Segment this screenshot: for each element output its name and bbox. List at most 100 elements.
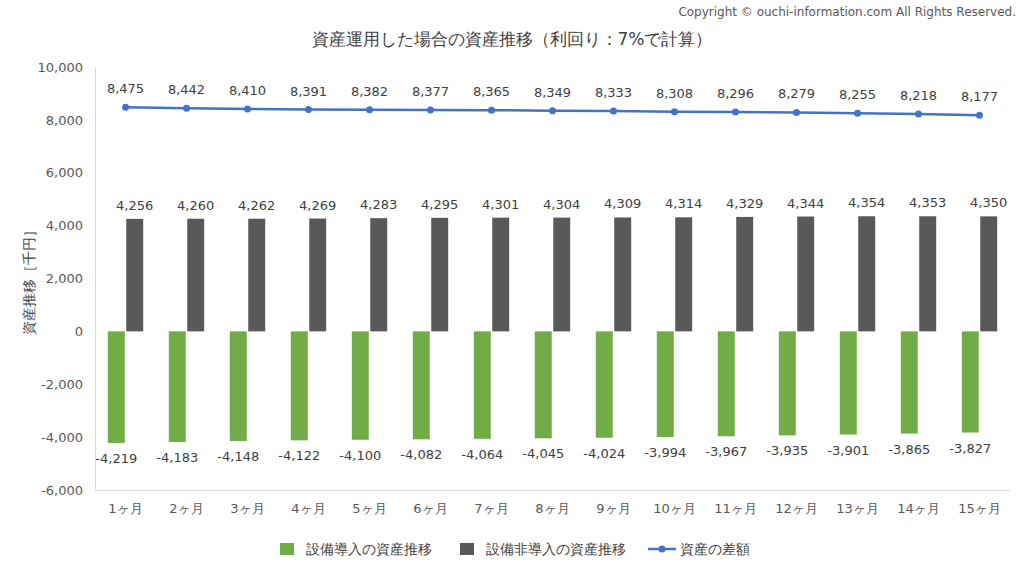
marker [305,106,312,113]
data-label: 8,365 [473,84,510,99]
bar [980,216,997,331]
x-tick: 9ヶ月 [596,490,630,516]
y-tick-label: 2,000 [46,271,83,286]
x-tick-label: 11ヶ月 [714,501,757,516]
x-axis: 1ヶ月2ヶ月3ヶ月4ヶ月5ヶ月6ヶ月7ヶ月8ヶ月9ヶ月10ヶ月11ヶ月12ヶ月1… [96,490,1011,516]
y-tick-label: 4,000 [46,218,83,233]
y-tick: 6,000 [46,165,95,180]
data-label: 8,177 [961,89,998,104]
data-label: -4,148 [217,449,259,464]
legend-label: 設備導入の資産推移 [306,541,432,557]
bar-series [108,331,979,443]
bar [291,331,308,440]
x-tick-label: 5ヶ月 [352,501,386,516]
annotation: Copyright © ouchi-information.com All Ri… [678,5,1016,19]
y-tick-label: 10,000 [38,60,84,75]
marker [244,106,251,113]
x-tick-label: 7ヶ月 [474,501,508,516]
x-tick-label: 13ヶ月 [836,501,879,516]
x-tick: 1ヶ月 [108,490,142,516]
bar [675,217,692,331]
data-label: 8,296 [717,86,754,101]
bar [718,331,735,436]
marker [976,112,983,119]
y-tick-label: -6,000 [41,483,83,498]
bar [352,331,369,439]
data-label: 8,475 [107,81,144,96]
x-tick: 10ヶ月 [653,490,696,516]
data-label: 4,262 [238,198,275,213]
data-label: 8,218 [900,88,937,103]
bar [535,331,552,438]
data-label: 4,283 [360,197,397,212]
data-label: 8,377 [412,84,449,99]
x-tick-label: 2ヶ月 [169,501,203,516]
bar [248,219,265,332]
line [126,107,980,115]
marker [183,105,190,112]
data-label: 4,301 [482,197,519,212]
x-tick: 7ヶ月 [474,490,508,516]
bar [370,218,387,331]
data-labels: -4,219-4,183-4,148-4,122-4,100-4,082-4,0… [95,81,1007,466]
data-label: -3,827 [949,441,991,456]
x-tick: 5ヶ月 [352,490,386,516]
legend: 設備導入の資産推移設備非導入の資産推移資産の差額 [280,541,750,557]
data-label: -4,100 [339,448,381,463]
marker [610,108,617,115]
bar [779,331,796,435]
x-tick-label: 12ヶ月 [775,501,818,516]
bar [413,331,430,439]
x-tick-label: 14ヶ月 [897,501,940,516]
x-tick: 4ヶ月 [291,490,325,516]
data-label: -3,865 [888,442,930,457]
data-label: 4,304 [543,197,580,212]
marker [854,110,861,117]
y-axis: -6,000-4,000-2,00002,0004,0006,0008,0001… [38,60,96,498]
data-label: -4,183 [156,450,198,465]
x-tick-label: 8ヶ月 [535,501,569,516]
y-tick: 8,000 [46,113,95,128]
data-label: -4,219 [95,451,137,466]
y-tick: -4,000 [41,430,95,445]
bar [901,331,918,433]
y-tick-label: 6,000 [46,165,83,180]
data-label: 4,354 [848,195,885,210]
data-label: 4,260 [177,198,214,213]
legend-item: 設備導入の資産推移 [280,541,432,557]
x-tick-label: 9ヶ月 [596,501,630,516]
bar [840,331,857,434]
data-label: 8,382 [351,84,388,99]
x-tick: 14ヶ月 [897,490,940,516]
bar [962,331,979,432]
data-label: 4,350 [970,195,1007,210]
bar [797,217,814,332]
marker [671,108,678,115]
x-tick: 2ヶ月 [169,490,203,516]
legend-swatch [460,543,474,555]
data-label: 8,391 [290,84,327,99]
y-tick: 4,000 [46,218,95,233]
data-label: 8,442 [168,82,205,97]
title: 資産運用した場合の資産推移（利回り：7%で計算） [312,29,713,49]
legend-item: 設備非導入の資産推移 [460,541,626,557]
bar [614,217,631,331]
data-label: -3,935 [766,443,808,458]
chart: Copyright © ouchi-information.com All Ri… [0,0,1024,575]
data-label: 4,329 [726,196,763,211]
y-tick: 10,000 [38,60,96,75]
bar-series [126,216,997,331]
bar [431,218,448,332]
data-label: 4,344 [787,196,824,211]
y-axis-title: 資産推移［千円］ [21,223,37,335]
data-label: 4,295 [421,197,458,212]
bar [919,216,936,331]
y-tick: -6,000 [41,483,95,498]
x-tick: 8ヶ月 [535,490,569,516]
x-tick: 6ヶ月 [413,490,447,516]
x-tick-label: 15ヶ月 [958,501,1001,516]
marker [427,106,434,113]
x-tick: 15ヶ月 [958,490,1001,516]
legend-swatch [280,543,294,555]
bar [230,331,247,441]
